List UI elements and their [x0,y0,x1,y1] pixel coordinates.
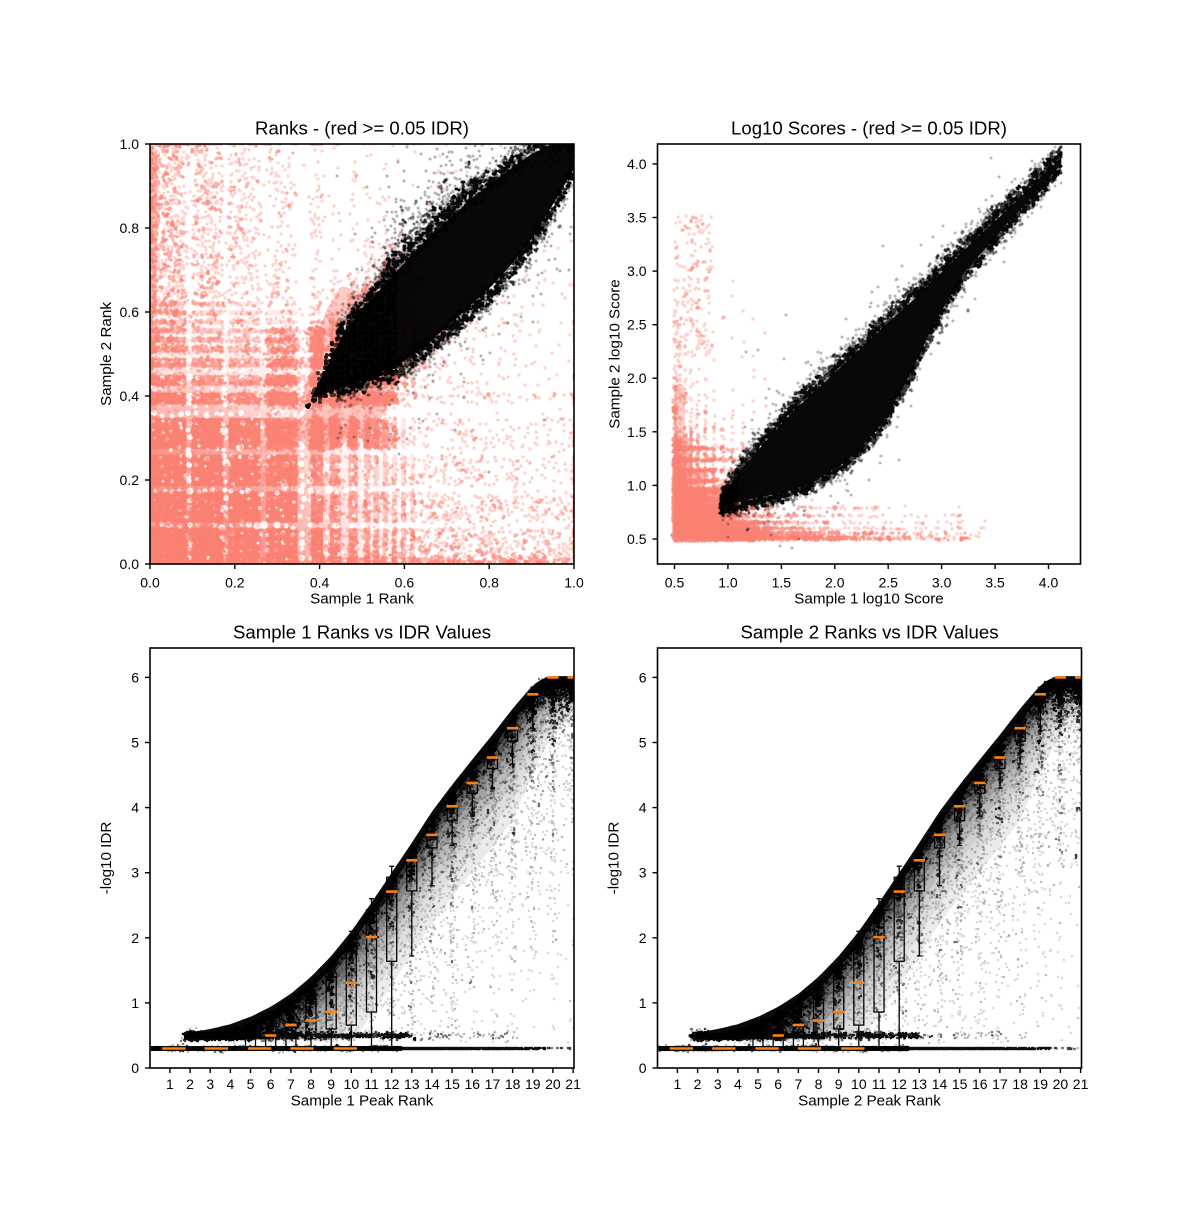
svg-text:6: 6 [639,669,647,685]
svg-text:1: 1 [639,995,647,1011]
svg-text:3: 3 [714,1076,722,1092]
svg-text:20: 20 [545,1076,561,1092]
svg-text:-log10 IDR: -log10 IDR [98,822,115,895]
svg-text:19: 19 [525,1076,541,1092]
svg-text:1.0: 1.0 [120,136,140,152]
svg-text:6: 6 [774,1076,782,1092]
svg-text:16: 16 [972,1076,988,1092]
svg-text:0.5: 0.5 [665,575,685,591]
svg-text:1.0: 1.0 [564,575,584,591]
svg-text:12: 12 [891,1076,907,1092]
svg-text:13: 13 [912,1076,928,1092]
svg-text:4.0: 4.0 [1039,575,1059,591]
svg-text:8: 8 [815,1076,823,1092]
svg-text:1: 1 [674,1076,682,1092]
svg-text:Ranks - (red >= 0.05 IDR): Ranks - (red >= 0.05 IDR) [255,118,469,139]
svg-text:Sample 2 Rank: Sample 2 Rank [98,302,115,406]
svg-text:1.0: 1.0 [627,477,647,493]
svg-text:3: 3 [639,865,647,881]
svg-text:11: 11 [872,1076,887,1092]
svg-text:4: 4 [639,800,647,816]
svg-text:5: 5 [131,735,139,751]
svg-text:14: 14 [424,1076,440,1092]
svg-text:20: 20 [1053,1076,1069,1092]
svg-text:0.8: 0.8 [479,575,499,591]
svg-text:4: 4 [734,1076,742,1092]
svg-text:0.4: 0.4 [120,388,140,404]
svg-text:6: 6 [131,669,139,685]
svg-text:11: 11 [364,1076,379,1092]
svg-text:10: 10 [344,1076,360,1092]
svg-text:2.0: 2.0 [825,575,845,591]
svg-text:0.6: 0.6 [120,304,140,320]
svg-text:3.5: 3.5 [627,209,647,225]
svg-text:9: 9 [835,1076,843,1092]
svg-text:21: 21 [1073,1076,1089,1092]
svg-text:1.0: 1.0 [718,575,738,591]
svg-text:16: 16 [465,1076,481,1092]
svg-text:3: 3 [131,865,139,881]
svg-text:0: 0 [131,1060,139,1076]
svg-text:2: 2 [694,1076,702,1092]
svg-text:18: 18 [1012,1076,1028,1092]
svg-text:14: 14 [932,1076,948,1092]
svg-text:12: 12 [384,1076,400,1092]
svg-text:Log10 Scores - (red >= 0.05 ID: Log10 Scores - (red >= 0.05 IDR) [731,118,1007,139]
svg-text:0.0: 0.0 [120,556,140,572]
svg-text:3.0: 3.0 [932,575,952,591]
svg-text:Sample 1 Rank: Sample 1 Rank [310,591,414,608]
svg-text:4: 4 [131,800,139,816]
svg-text:13: 13 [404,1076,420,1092]
svg-text:15: 15 [952,1076,968,1092]
svg-text:3.5: 3.5 [985,575,1005,591]
svg-text:7: 7 [794,1076,802,1092]
svg-text:2.0: 2.0 [627,370,647,386]
svg-text:21: 21 [565,1076,581,1092]
svg-text:0.2: 0.2 [225,575,245,591]
svg-text:4.0: 4.0 [627,156,647,172]
svg-text:Sample 2 Peak Rank: Sample 2 Peak Rank [798,1093,941,1110]
svg-text:2: 2 [186,1076,194,1092]
svg-text:2: 2 [131,930,139,946]
svg-text:Sample 2 Ranks vs IDR Values: Sample 2 Ranks vs IDR Values [740,622,998,643]
svg-text:5: 5 [639,735,647,751]
svg-text:0.2: 0.2 [120,472,140,488]
svg-text:1.5: 1.5 [627,424,647,440]
svg-text:Sample 1 log10 Score: Sample 1 log10 Score [794,591,943,608]
svg-text:5: 5 [247,1076,255,1092]
svg-text:2.5: 2.5 [878,575,898,591]
svg-text:2.5: 2.5 [627,317,647,333]
svg-text:18: 18 [505,1076,521,1092]
svg-text:1.5: 1.5 [772,575,792,591]
svg-text:Sample 1 Peak Rank: Sample 1 Peak Rank [291,1093,434,1110]
svg-text:6: 6 [267,1076,275,1092]
svg-text:2: 2 [639,930,647,946]
svg-text:5: 5 [754,1076,762,1092]
svg-text:3: 3 [206,1076,214,1092]
svg-text:0.6: 0.6 [395,575,415,591]
svg-text:0.8: 0.8 [120,220,140,236]
svg-text:7: 7 [287,1076,295,1092]
svg-text:0: 0 [639,1060,647,1076]
svg-text:Sample 2 log10 Score: Sample 2 log10 Score [607,279,624,428]
svg-text:15: 15 [444,1076,460,1092]
svg-text:17: 17 [992,1076,1008,1092]
svg-text:10: 10 [851,1076,867,1092]
svg-text:19: 19 [1032,1076,1048,1092]
svg-text:9: 9 [327,1076,335,1092]
svg-text:Sample 1 Ranks vs IDR Values: Sample 1 Ranks vs IDR Values [233,622,491,643]
svg-text:1: 1 [166,1076,174,1092]
svg-text:0.4: 0.4 [310,575,330,591]
svg-text:17: 17 [485,1076,501,1092]
svg-text:-log10 IDR: -log10 IDR [606,822,623,895]
svg-text:3.0: 3.0 [627,263,647,279]
svg-text:0.5: 0.5 [627,531,647,547]
svg-text:4: 4 [226,1076,234,1092]
svg-text:1: 1 [131,995,139,1011]
svg-text:0.0: 0.0 [140,575,160,591]
svg-text:8: 8 [307,1076,315,1092]
